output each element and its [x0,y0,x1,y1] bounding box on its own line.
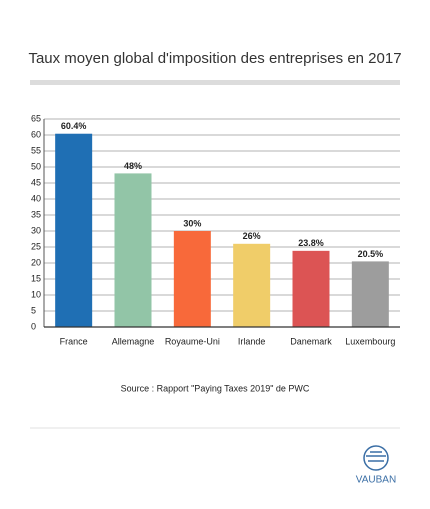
bar [292,250,330,327]
value-label: 26% [243,231,261,241]
y-tick-label: 45 [31,177,41,187]
x-tick-label: France [60,336,88,346]
title-rule [30,80,400,85]
value-label: 30% [183,218,201,228]
x-tick-label: Irlande [238,336,266,346]
y-tick-label: 25 [31,241,41,251]
y-tick-label: 30 [31,225,41,235]
y-tick-label: 0 [31,321,36,331]
value-label: 23.8% [298,238,324,248]
bar [233,243,271,327]
y-tick-label: 10 [31,289,41,299]
y-tick-label: 60 [31,129,41,139]
value-label: 60.4% [61,121,87,131]
value-label: 48% [124,161,142,171]
y-tick-label: 50 [31,161,41,171]
y-tick-label: 55 [31,145,41,155]
bar [173,231,211,327]
chart-title: Taux moyen global d'imposition des entre… [28,50,401,67]
bar [55,133,93,327]
x-tick-label: Luxembourg [345,336,395,346]
y-tick-label: 65 [31,113,41,123]
source-note: Source : Rapport "Paying Taxes 2019" de … [121,383,310,393]
y-tick-label: 15 [31,273,41,283]
logo-icon [363,445,389,471]
x-tick-label: Danemark [290,336,332,346]
y-tick-label: 20 [31,257,41,267]
logo-text: VAUBAN [356,475,396,486]
value-label: 20.5% [358,249,384,259]
logo: VAUBAN [356,445,396,486]
bar [351,261,389,327]
x-tick-label: Allemagne [112,336,155,346]
y-tick-label: 40 [31,193,41,203]
y-tick-label: 35 [31,209,41,219]
y-tick-label: 5 [31,305,36,315]
bar [114,173,152,327]
x-tick-label: Royaume-Uni [165,336,220,346]
logo-icon-lines [366,451,386,462]
